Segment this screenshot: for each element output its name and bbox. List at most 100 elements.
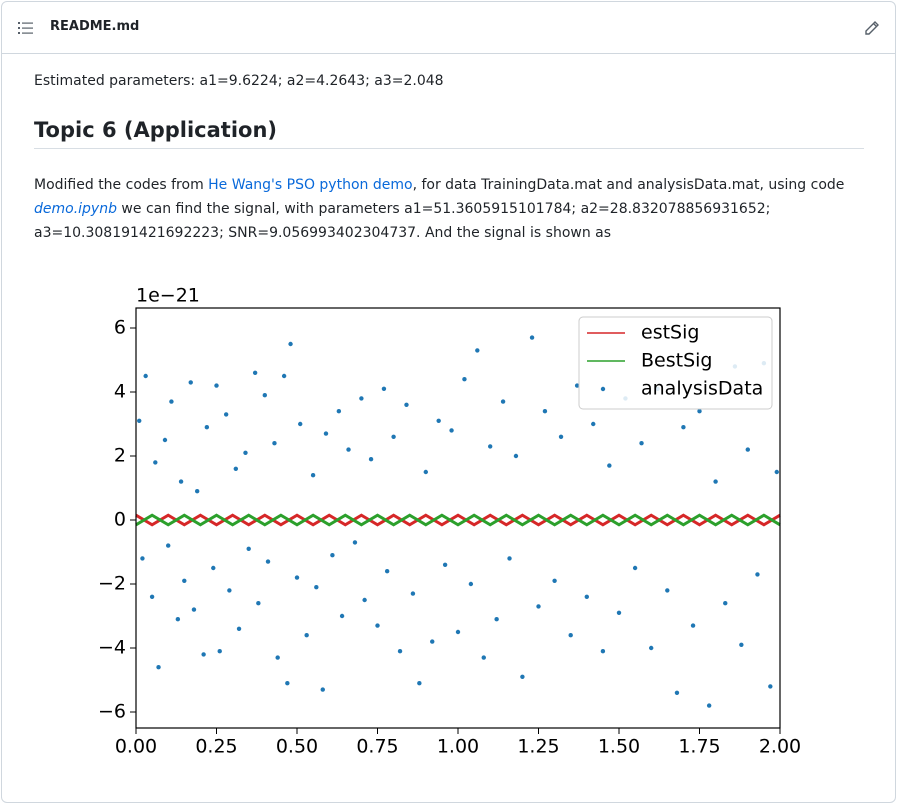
legend-label: BestSig bbox=[641, 350, 712, 372]
chart: 1e−21 0.00 0.25 0.50 0.75 1.00 1.25 1.50 1.75 2.0… bbox=[98, 285, 801, 758]
y-tick-label: −6 bbox=[98, 701, 126, 723]
data-point bbox=[591, 421, 596, 427]
data-point bbox=[288, 341, 293, 347]
y-tick-label: −4 bbox=[98, 637, 126, 659]
data-point bbox=[178, 479, 184, 484]
data-point bbox=[706, 703, 712, 708]
data-point bbox=[436, 418, 441, 423]
data-point bbox=[552, 578, 557, 583]
data-point bbox=[568, 633, 573, 638]
legend-label: estSig bbox=[641, 322, 699, 344]
link[interactable]: He Wang's PSO python demo bbox=[208, 177, 413, 193]
data-point bbox=[674, 690, 680, 695]
x-tick-label: 1.50 bbox=[598, 736, 640, 758]
x-tick-label: 1.25 bbox=[517, 736, 559, 758]
data-point bbox=[381, 386, 387, 391]
data-point bbox=[143, 373, 148, 379]
data-point bbox=[223, 412, 229, 417]
data-point bbox=[339, 613, 345, 619]
edit-icon[interactable] bbox=[864, 20, 880, 36]
data-point bbox=[475, 348, 480, 353]
data-point bbox=[397, 649, 403, 654]
data-point bbox=[281, 373, 287, 379]
paragraph: Modified the codes from He Wang's PSO py… bbox=[34, 173, 864, 245]
data-point bbox=[500, 399, 506, 404]
data-point bbox=[391, 434, 396, 439]
data-point bbox=[520, 674, 525, 679]
link[interactable]: demo.ipynb bbox=[34, 201, 117, 217]
data-point bbox=[214, 383, 219, 388]
data-point bbox=[616, 610, 622, 615]
data-point bbox=[162, 437, 168, 443]
data-point bbox=[182, 578, 187, 583]
data-point bbox=[194, 489, 200, 494]
data-point bbox=[236, 626, 242, 631]
data-point bbox=[690, 623, 696, 628]
data-point bbox=[639, 441, 644, 446]
data-point bbox=[275, 655, 280, 660]
readme-header: README.md bbox=[2, 2, 895, 54]
data-point bbox=[265, 559, 271, 564]
data-point bbox=[449, 428, 454, 433]
data-point bbox=[723, 601, 728, 606]
data-point bbox=[362, 597, 367, 603]
data-point bbox=[442, 562, 448, 567]
outline-icon[interactable] bbox=[18, 21, 34, 35]
data-point bbox=[468, 581, 474, 587]
data-point bbox=[314, 585, 319, 590]
data-point bbox=[384, 569, 390, 574]
data-point bbox=[233, 466, 239, 471]
data-point bbox=[574, 383, 580, 388]
data-point bbox=[246, 546, 251, 551]
heading: Topic 6 (Application) bbox=[34, 118, 864, 149]
data-point bbox=[320, 687, 325, 692]
data-point bbox=[227, 588, 232, 593]
data-point bbox=[310, 473, 316, 478]
data-point bbox=[665, 588, 670, 593]
data-point bbox=[558, 434, 564, 439]
data-point bbox=[529, 335, 535, 340]
x-tick-label: 1.00 bbox=[437, 736, 479, 758]
data-point bbox=[607, 463, 612, 468]
data-point bbox=[404, 402, 409, 407]
data-point bbox=[336, 409, 342, 414]
data-point bbox=[768, 684, 773, 689]
data-point bbox=[584, 594, 589, 599]
data-point bbox=[323, 431, 329, 436]
data-point bbox=[166, 543, 171, 548]
data-point bbox=[149, 594, 155, 599]
data-point bbox=[294, 575, 300, 580]
data-point bbox=[494, 617, 499, 622]
data-point bbox=[600, 649, 606, 654]
data-point bbox=[156, 665, 161, 670]
data-point bbox=[188, 380, 193, 385]
data-point bbox=[346, 447, 351, 452]
data-point bbox=[175, 617, 181, 622]
data-point bbox=[204, 425, 210, 430]
data-point bbox=[410, 591, 416, 596]
data-point bbox=[252, 370, 258, 375]
x-tick-label: 1.75 bbox=[678, 736, 720, 758]
data-point bbox=[153, 460, 158, 465]
x-tick-label: 2.00 bbox=[759, 736, 801, 758]
data-point bbox=[272, 441, 277, 446]
signal-line bbox=[135, 513, 781, 527]
data-point bbox=[298, 421, 303, 427]
x-tick-label: 0.75 bbox=[356, 736, 398, 758]
data-point bbox=[681, 425, 686, 430]
paragraph: Estimated parameters: a1=9.6224; a2=4.26… bbox=[34, 73, 444, 89]
data-point bbox=[359, 396, 364, 401]
data-point bbox=[140, 556, 145, 561]
data-point bbox=[217, 649, 222, 654]
data-point bbox=[713, 479, 718, 484]
data-point bbox=[513, 453, 519, 459]
legend-box bbox=[578, 316, 773, 410]
data-point bbox=[745, 447, 750, 452]
y-tick-label: 4 bbox=[114, 381, 126, 403]
data-point bbox=[368, 457, 374, 462]
data-point bbox=[455, 629, 461, 635]
data-point bbox=[375, 623, 380, 628]
y-tick-label: −2 bbox=[98, 573, 126, 595]
